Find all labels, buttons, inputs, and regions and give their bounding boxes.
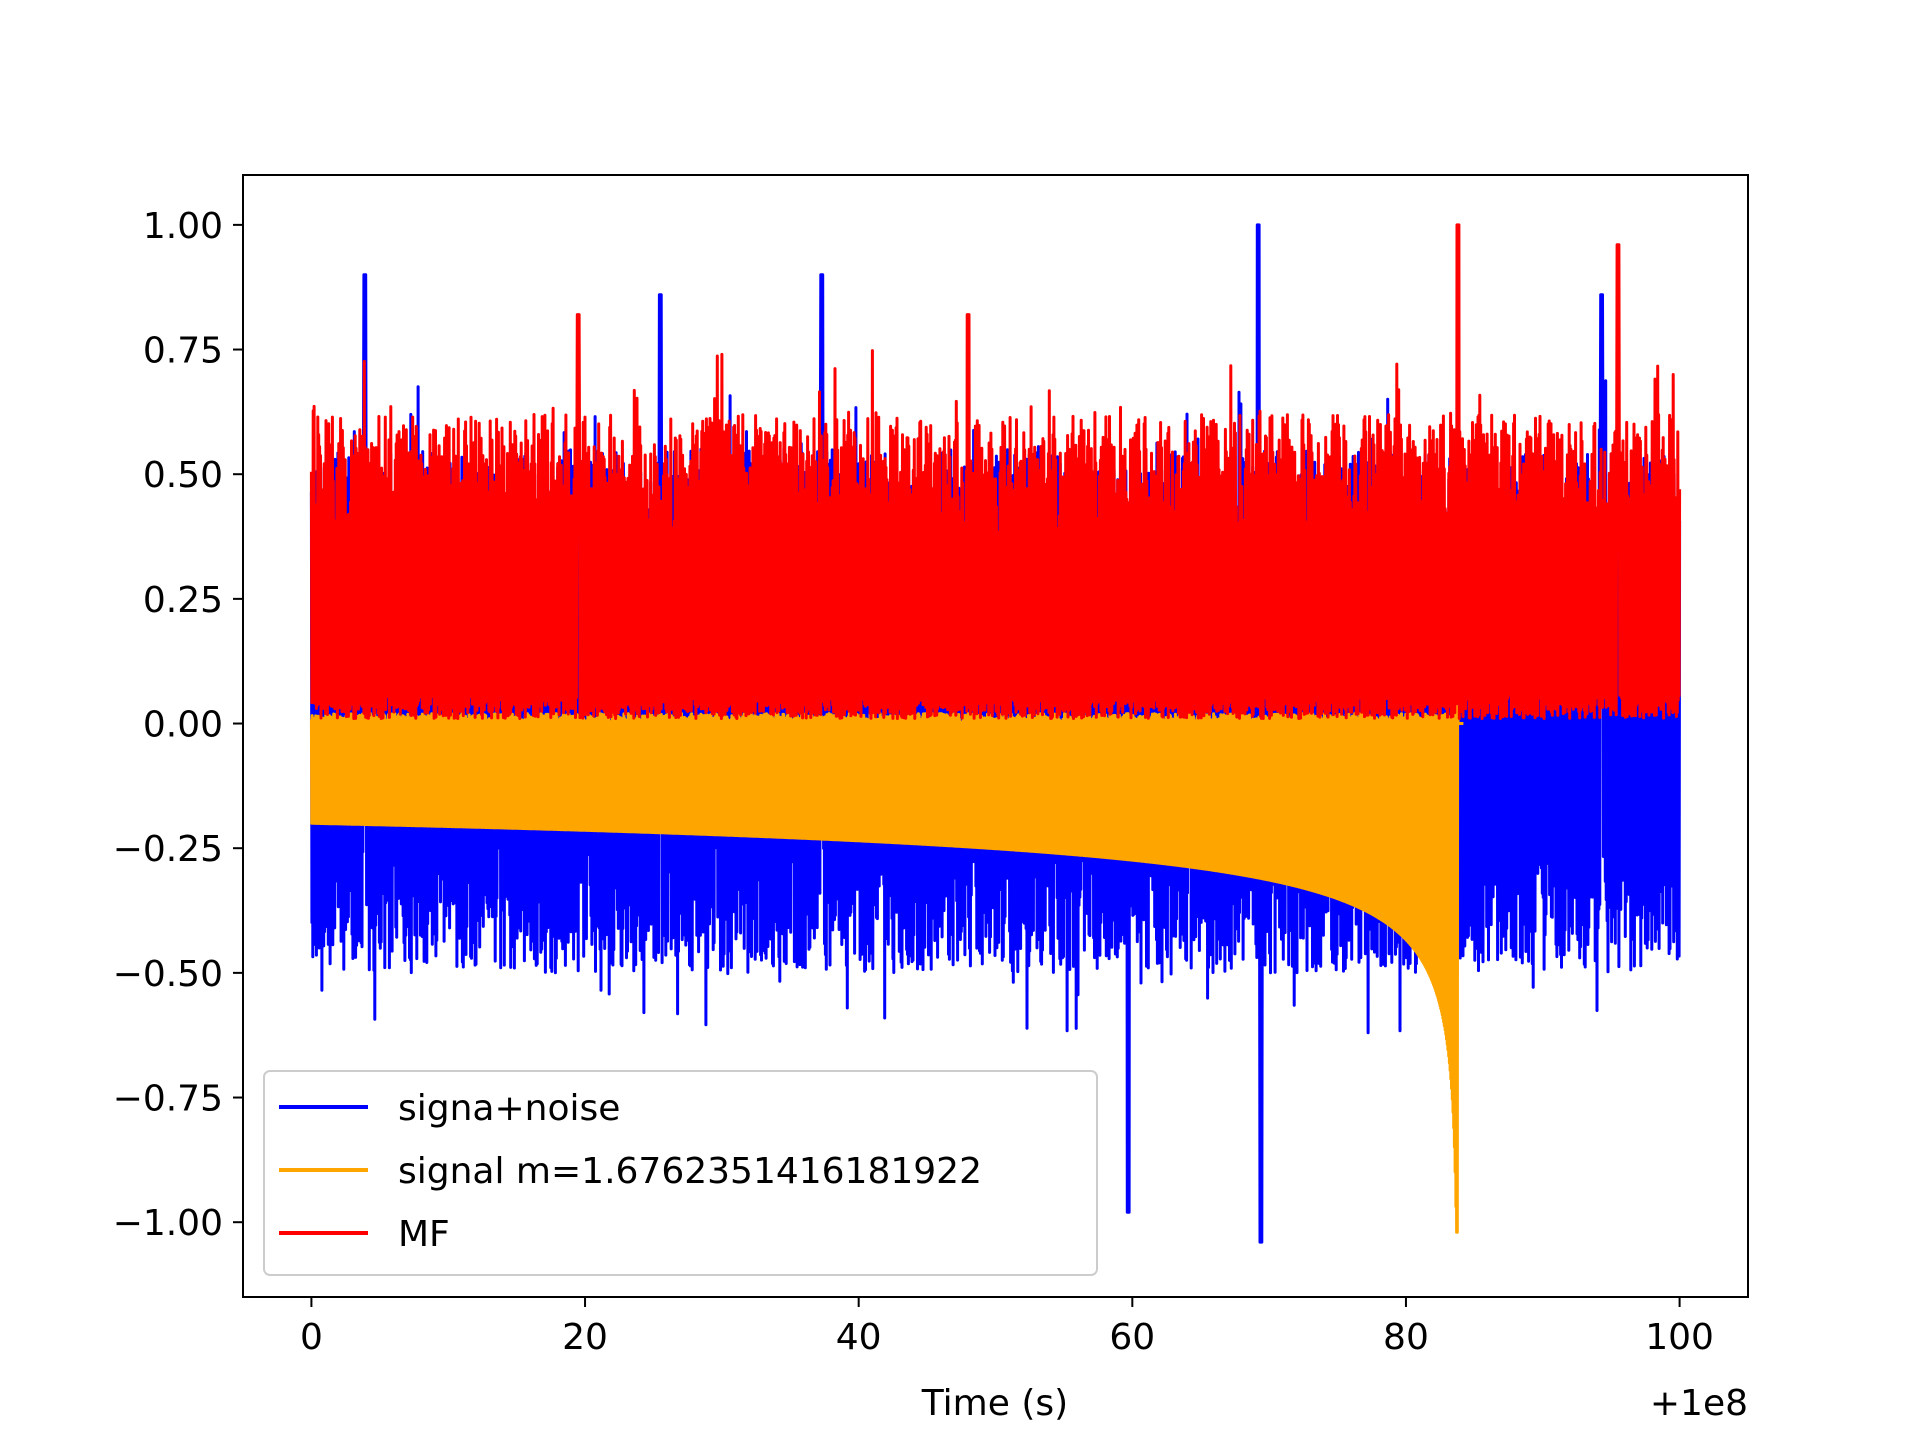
- legend-label-mf: MF: [398, 1214, 450, 1255]
- legend: signa+noise signal m=1.6762351416181922 …: [263, 1070, 1098, 1276]
- legend-label-signal-noise: signa+noise: [398, 1088, 620, 1129]
- x-tick-label: 0: [300, 1317, 323, 1358]
- series-signal-line: [309, 568, 1465, 1234]
- legend-label-signal: signal m=1.6762351416181922: [398, 1151, 982, 1192]
- series-mf-line: [309, 223, 1682, 720]
- x-tick-label: 40: [836, 1317, 882, 1358]
- y-tick-label: 0.25: [143, 580, 223, 621]
- x-tick-label: 60: [1109, 1317, 1155, 1358]
- x-tick-label: 80: [1383, 1317, 1429, 1358]
- x-tick-label: 100: [1645, 1317, 1714, 1358]
- legend-box: [263, 1070, 1098, 1276]
- y-tick-label: −0.50: [113, 954, 223, 995]
- y-axis: 1.00 0.75 0.50 0.25 0.00 −0.25 −0.50 −0.75 −1.00: [113, 206, 243, 1244]
- y-tick-label: −0.25: [113, 829, 223, 870]
- axes-frame: [242, 174, 1749, 1298]
- plot-area: [309, 223, 1682, 1244]
- x-tick-label: 20: [562, 1317, 608, 1358]
- x-axis: 0 20 40 60 80 100: [300, 1297, 1714, 1358]
- x-axis-offset-label: +1e8: [1650, 1383, 1748, 1424]
- y-tick-label: −0.75: [113, 1079, 223, 1120]
- y-tick-label: 0.50: [143, 455, 223, 496]
- y-tick-label: 0.00: [143, 705, 223, 746]
- y-tick-label: −1.00: [113, 1203, 223, 1244]
- y-tick-label: 1.00: [143, 206, 223, 247]
- y-tick-label: 0.75: [143, 331, 223, 372]
- x-axis-label: Time (s): [921, 1383, 1068, 1424]
